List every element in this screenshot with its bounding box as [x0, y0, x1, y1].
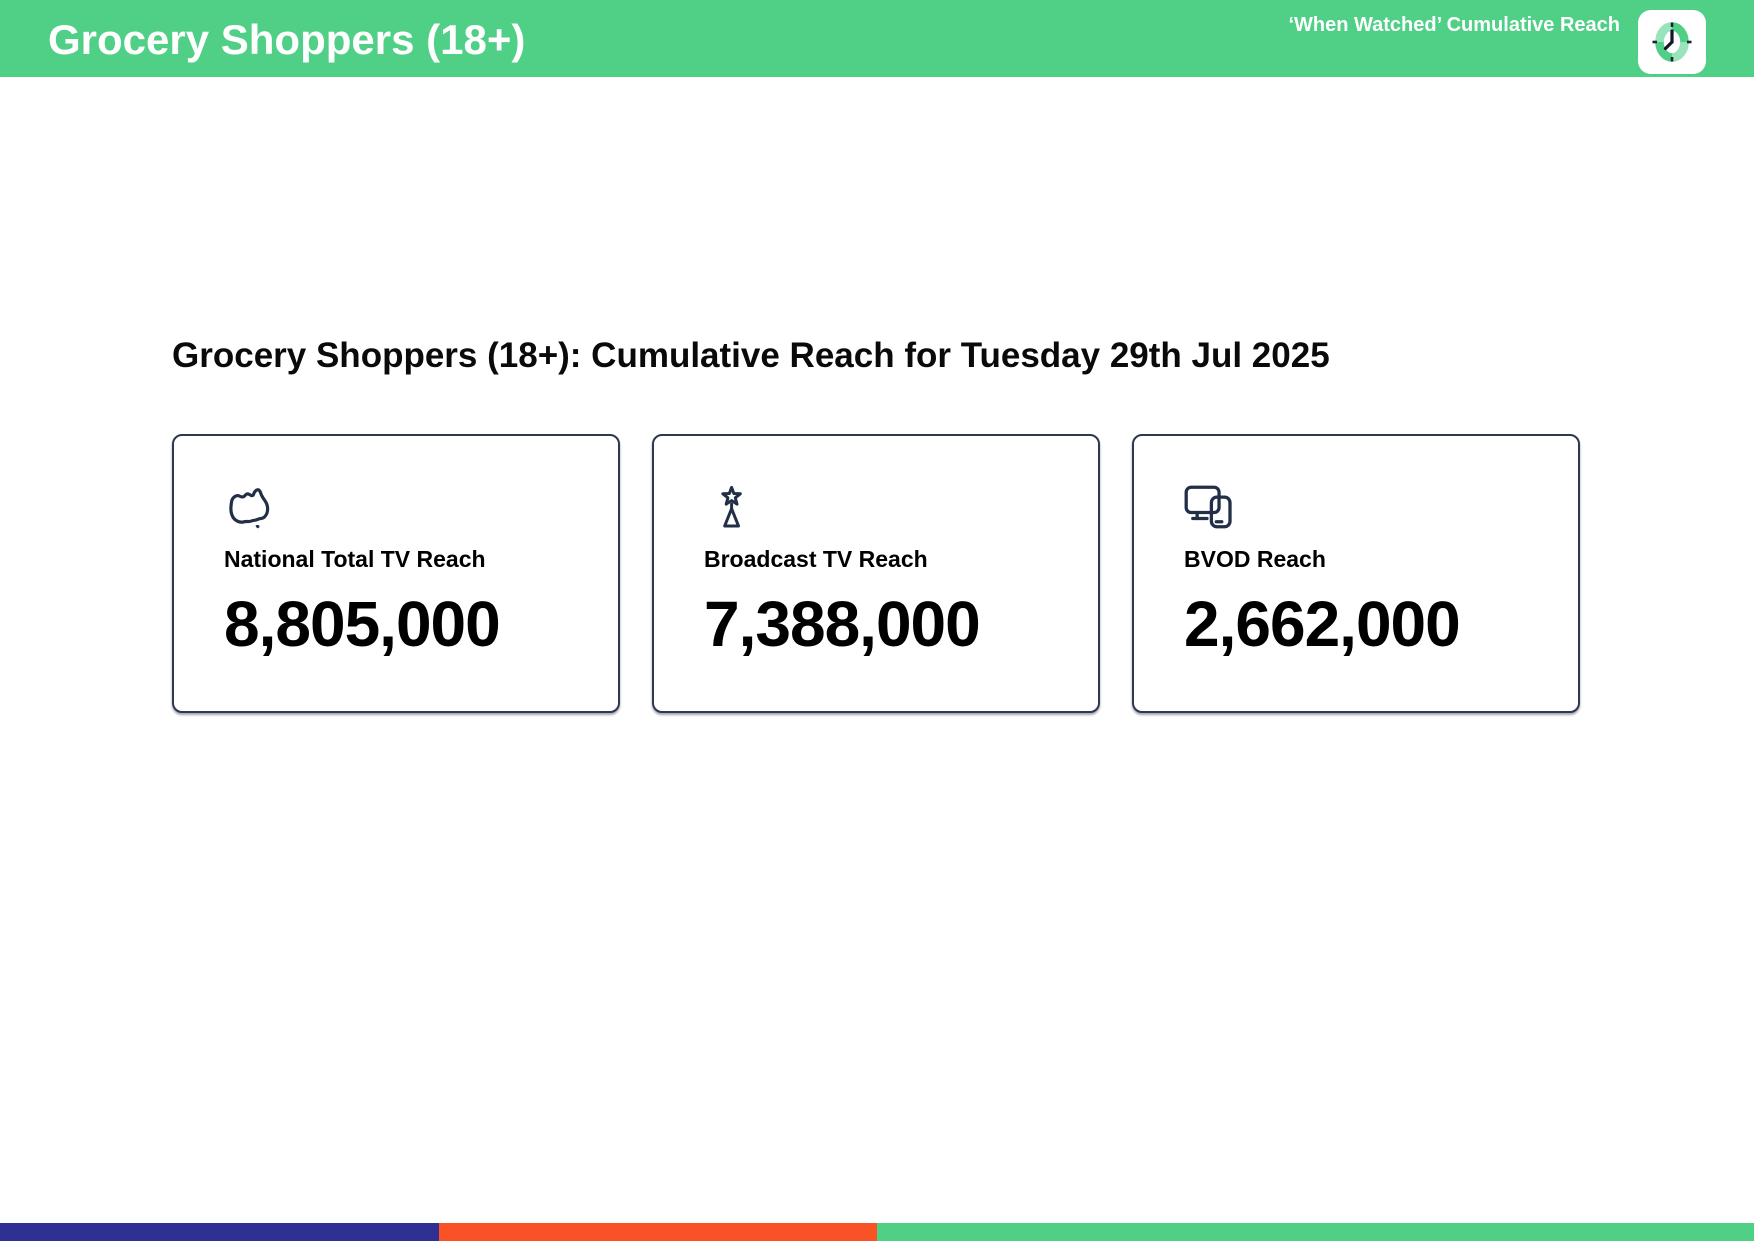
app-header: Grocery Shoppers (18+) ‘When Watched’ Cu…: [0, 0, 1754, 77]
card-value: 8,805,000: [224, 588, 501, 660]
kpi-card-broadcast-tv: Broadcast TV Reach 7,388,000: [652, 434, 1100, 713]
kpi-card-national-total-tv: National Total TV Reach 8,805,000: [172, 434, 620, 713]
card-label: Broadcast TV Reach: [704, 546, 928, 572]
footer-segment-orange: [438, 1223, 877, 1241]
footer-segment-green: [877, 1223, 1754, 1241]
clock-logo: [1638, 10, 1706, 74]
page-title: Grocery Shoppers (18+): [48, 16, 526, 63]
kpi-card-bvod: BVOD Reach 2,662,000: [1132, 434, 1580, 713]
footer-segment-blue: [0, 1223, 439, 1241]
australia-map-icon: [224, 484, 588, 530]
clock-icon: [1652, 22, 1692, 62]
card-value: 7,388,000: [704, 588, 981, 660]
footer-bar: [0, 1223, 1754, 1241]
broadcast-tower-icon: [704, 484, 1068, 530]
card-label: BVOD Reach: [1184, 546, 1326, 572]
card-value: 2,662,000: [1184, 588, 1461, 660]
kpi-cards: National Total TV Reach 8,805,000 Broadc…: [172, 434, 1580, 713]
main-heading: Grocery Shoppers (18+): Cumulative Reach…: [172, 336, 1330, 375]
tv-and-phone-icon: [1184, 484, 1548, 530]
card-label: National Total TV Reach: [224, 546, 486, 572]
header-subtitle-label: ‘When Watched’ Cumulative Reach: [1288, 14, 1620, 36]
